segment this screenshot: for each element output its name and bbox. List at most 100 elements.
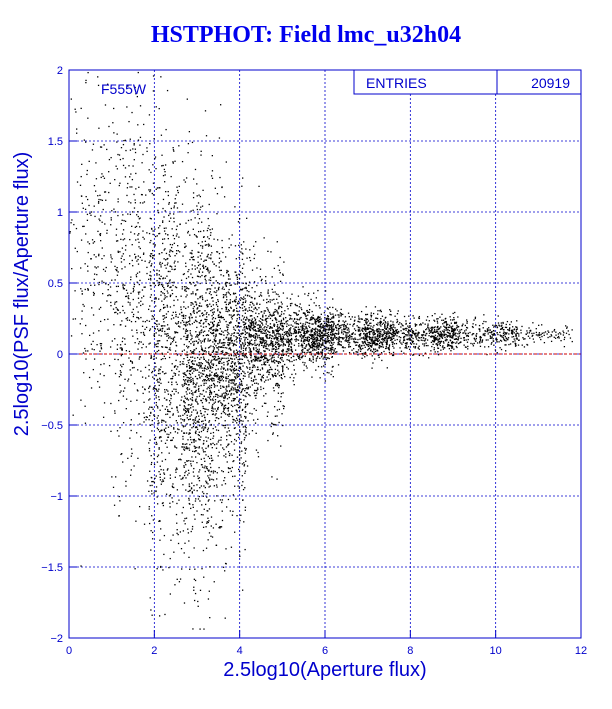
data-point — [129, 474, 132, 476]
data-point — [172, 147, 174, 149]
data-point — [115, 301, 118, 303]
data-point — [220, 376, 222, 378]
data-point — [244, 387, 246, 390]
data-point — [272, 314, 274, 316]
data-point — [277, 264, 279, 267]
data-point — [218, 283, 221, 285]
data-point — [189, 313, 192, 315]
data-point — [84, 208, 87, 211]
data-point — [138, 233, 140, 235]
data-point — [190, 338, 192, 341]
data-point — [263, 402, 266, 404]
data-point — [317, 355, 319, 358]
data-point — [243, 399, 245, 401]
data-point — [115, 240, 118, 242]
data-point — [130, 419, 132, 421]
data-point — [294, 303, 296, 306]
data-point — [281, 325, 283, 328]
data-point — [156, 280, 158, 282]
data-point — [185, 245, 187, 247]
data-point — [174, 365, 177, 367]
data-point — [189, 332, 192, 334]
data-point — [138, 186, 140, 188]
data-point — [262, 387, 265, 390]
data-point — [187, 469, 190, 472]
data-point — [153, 453, 155, 455]
data-point — [160, 429, 163, 431]
data-point — [372, 326, 374, 328]
data-point — [150, 310, 152, 312]
data-point — [157, 429, 160, 431]
data-point — [391, 328, 394, 330]
data-point — [209, 463, 211, 465]
data-point — [249, 301, 252, 304]
data-point — [121, 348, 123, 350]
data-point — [166, 328, 169, 330]
data-point — [221, 239, 223, 242]
data-point — [193, 363, 195, 365]
data-point — [321, 343, 323, 345]
data-point — [249, 315, 252, 317]
data-point — [198, 471, 200, 473]
data-point — [210, 516, 213, 518]
data-point — [319, 377, 321, 379]
data-point — [201, 205, 204, 207]
data-point — [209, 270, 211, 272]
data-point — [228, 302, 230, 304]
data-point — [207, 379, 209, 381]
data-point — [203, 457, 205, 460]
data-point — [163, 473, 166, 475]
data-point — [207, 444, 210, 447]
data-point — [227, 393, 230, 395]
data-point — [291, 293, 293, 295]
data-point — [173, 427, 175, 429]
data-point — [213, 379, 215, 382]
data-point — [312, 336, 314, 339]
data-point — [225, 380, 227, 382]
data-point — [159, 187, 161, 189]
data-point — [158, 270, 160, 272]
data-point — [253, 336, 255, 338]
data-point — [231, 378, 233, 381]
data-point — [269, 344, 271, 346]
data-point — [331, 332, 334, 334]
data-point — [198, 395, 201, 397]
data-point — [269, 336, 271, 338]
data-point — [161, 346, 163, 348]
data-point — [208, 379, 210, 382]
data-point — [275, 360, 277, 362]
data-point — [230, 321, 232, 323]
data-point — [253, 360, 256, 362]
data-point — [146, 266, 148, 269]
data-point — [258, 330, 261, 332]
data-point — [207, 475, 209, 477]
data-point — [324, 290, 327, 292]
data-point — [289, 340, 292, 343]
data-point — [195, 293, 197, 295]
data-point — [229, 510, 231, 512]
data-point — [149, 439, 151, 441]
data-point — [218, 137, 221, 139]
data-point — [223, 455, 225, 457]
data-point — [332, 317, 335, 319]
data-point — [188, 403, 190, 406]
data-point — [386, 333, 388, 336]
data-point — [239, 429, 241, 431]
data-point — [228, 314, 231, 316]
data-point — [202, 420, 204, 422]
data-point — [250, 354, 252, 356]
data-point — [164, 613, 166, 616]
data-point — [295, 323, 298, 325]
data-point — [244, 390, 246, 392]
data-point — [254, 366, 256, 368]
data-point — [162, 504, 165, 507]
data-point — [255, 382, 258, 384]
data-point — [307, 311, 310, 313]
data-point — [390, 332, 392, 334]
data-point — [83, 139, 85, 141]
data-point — [258, 325, 261, 327]
data-point — [217, 349, 220, 351]
data-point — [166, 335, 168, 337]
data-point — [246, 217, 248, 219]
data-point — [308, 340, 310, 342]
